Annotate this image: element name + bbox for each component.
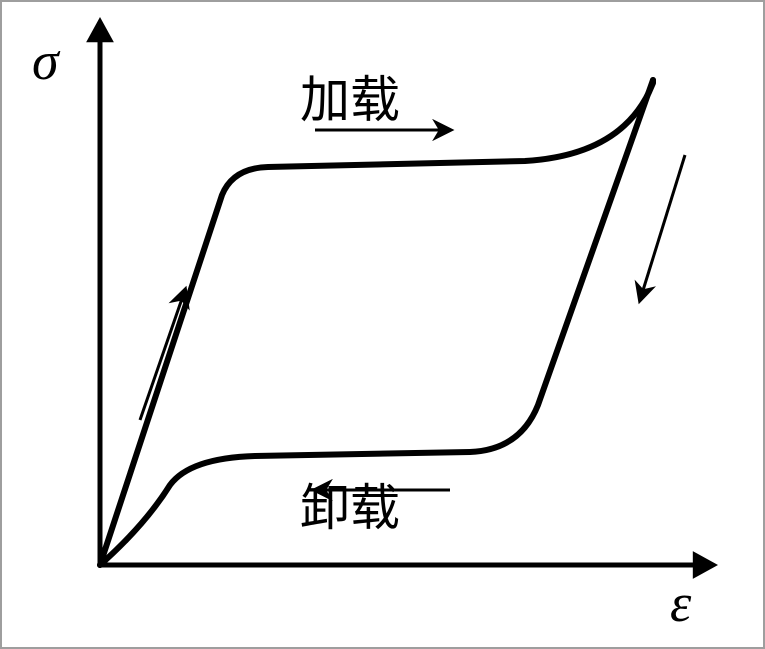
y-axis-label: σ [32,30,59,92]
y-axis-arrowhead [86,17,114,42]
loading-label: 加载 [300,60,400,132]
loading-arrow-1 [140,290,185,420]
unloading-arrow-1 [640,155,685,300]
x-axis-arrowhead [693,551,718,579]
unloading-label: 卸载 [300,468,400,540]
x-axis-label: ε [670,572,691,634]
